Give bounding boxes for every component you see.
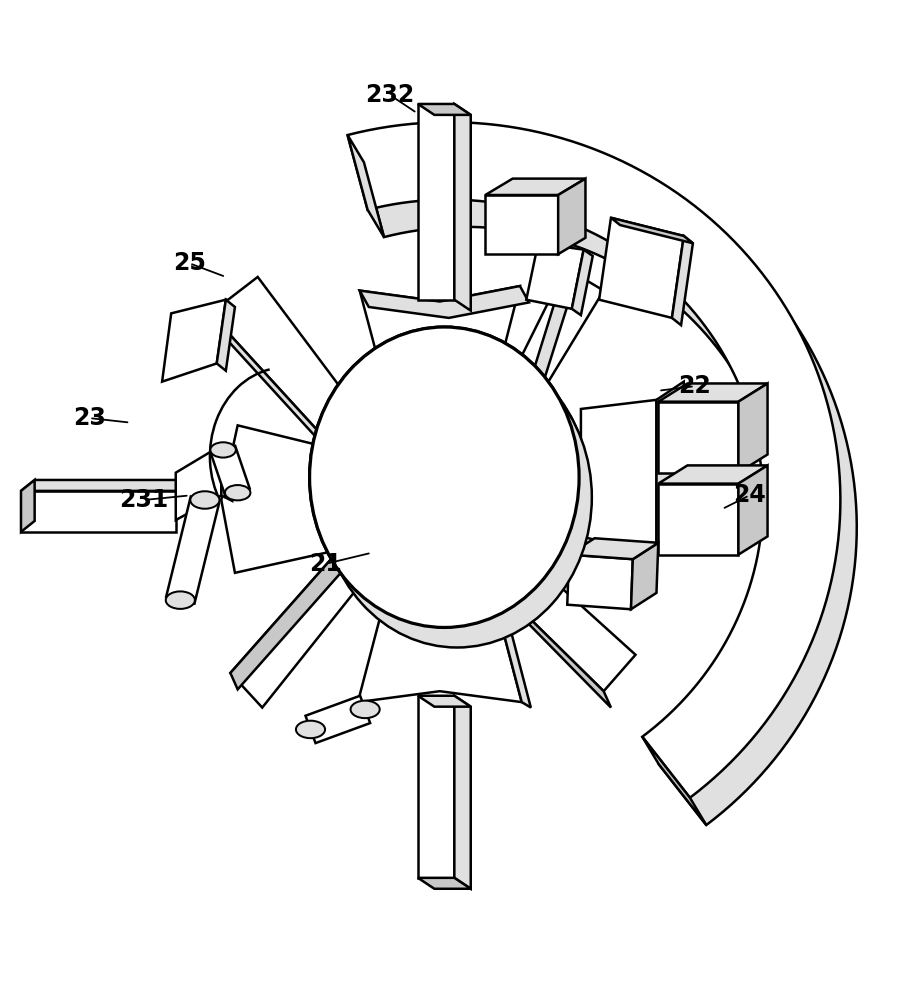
- Polygon shape: [222, 425, 347, 573]
- Polygon shape: [347, 122, 840, 798]
- Polygon shape: [418, 104, 454, 300]
- Polygon shape: [418, 104, 471, 115]
- Polygon shape: [527, 243, 583, 309]
- Polygon shape: [511, 268, 574, 456]
- Polygon shape: [495, 268, 604, 444]
- Polygon shape: [558, 179, 585, 254]
- Polygon shape: [640, 438, 666, 514]
- Polygon shape: [418, 878, 471, 889]
- Ellipse shape: [351, 701, 380, 718]
- Polygon shape: [217, 300, 234, 371]
- Polygon shape: [485, 195, 558, 254]
- Polygon shape: [360, 286, 529, 318]
- Polygon shape: [485, 179, 585, 195]
- Ellipse shape: [434, 335, 463, 352]
- Polygon shape: [364, 150, 856, 825]
- Text: 232: 232: [365, 83, 414, 107]
- Text: 231: 231: [119, 488, 169, 512]
- Polygon shape: [231, 555, 363, 708]
- Polygon shape: [672, 236, 692, 325]
- Polygon shape: [659, 383, 768, 402]
- Polygon shape: [657, 382, 683, 555]
- Polygon shape: [599, 218, 683, 318]
- Ellipse shape: [225, 485, 250, 500]
- Polygon shape: [176, 445, 222, 520]
- Text: 23: 23: [73, 406, 105, 430]
- Text: 21: 21: [310, 552, 343, 576]
- Polygon shape: [306, 696, 370, 743]
- Ellipse shape: [498, 587, 528, 604]
- Ellipse shape: [380, 364, 409, 381]
- Polygon shape: [418, 696, 454, 878]
- Polygon shape: [495, 544, 636, 691]
- Polygon shape: [21, 491, 176, 532]
- Polygon shape: [581, 400, 657, 555]
- Polygon shape: [495, 584, 611, 708]
- Polygon shape: [569, 538, 659, 559]
- Polygon shape: [222, 445, 233, 501]
- Ellipse shape: [166, 591, 195, 609]
- Polygon shape: [631, 543, 659, 609]
- Polygon shape: [347, 135, 384, 237]
- Polygon shape: [567, 555, 633, 609]
- Polygon shape: [611, 218, 692, 243]
- Polygon shape: [538, 438, 657, 582]
- Ellipse shape: [310, 327, 579, 627]
- Polygon shape: [738, 465, 768, 555]
- Polygon shape: [231, 555, 343, 689]
- Polygon shape: [659, 465, 768, 484]
- Polygon shape: [358, 582, 522, 702]
- Polygon shape: [211, 446, 250, 497]
- Polygon shape: [454, 696, 471, 889]
- Text: 24: 24: [733, 483, 766, 507]
- Polygon shape: [454, 104, 471, 311]
- Polygon shape: [211, 277, 358, 431]
- Ellipse shape: [296, 721, 325, 738]
- Polygon shape: [659, 402, 738, 473]
- Polygon shape: [500, 521, 569, 604]
- Ellipse shape: [191, 491, 220, 509]
- Ellipse shape: [322, 347, 592, 647]
- Ellipse shape: [211, 442, 235, 458]
- Polygon shape: [21, 480, 190, 491]
- Polygon shape: [360, 286, 520, 411]
- Polygon shape: [211, 313, 327, 449]
- Polygon shape: [493, 591, 531, 708]
- Polygon shape: [572, 250, 593, 315]
- Polygon shape: [162, 300, 226, 382]
- Polygon shape: [21, 480, 35, 532]
- Ellipse shape: [321, 343, 590, 644]
- Text: 25: 25: [173, 251, 206, 275]
- Polygon shape: [642, 737, 706, 825]
- Ellipse shape: [541, 520, 571, 538]
- Text: 22: 22: [679, 374, 711, 398]
- Polygon shape: [387, 331, 456, 385]
- Polygon shape: [418, 696, 471, 707]
- Polygon shape: [659, 484, 738, 555]
- Ellipse shape: [310, 327, 579, 627]
- Polygon shape: [166, 497, 219, 604]
- Polygon shape: [738, 383, 768, 473]
